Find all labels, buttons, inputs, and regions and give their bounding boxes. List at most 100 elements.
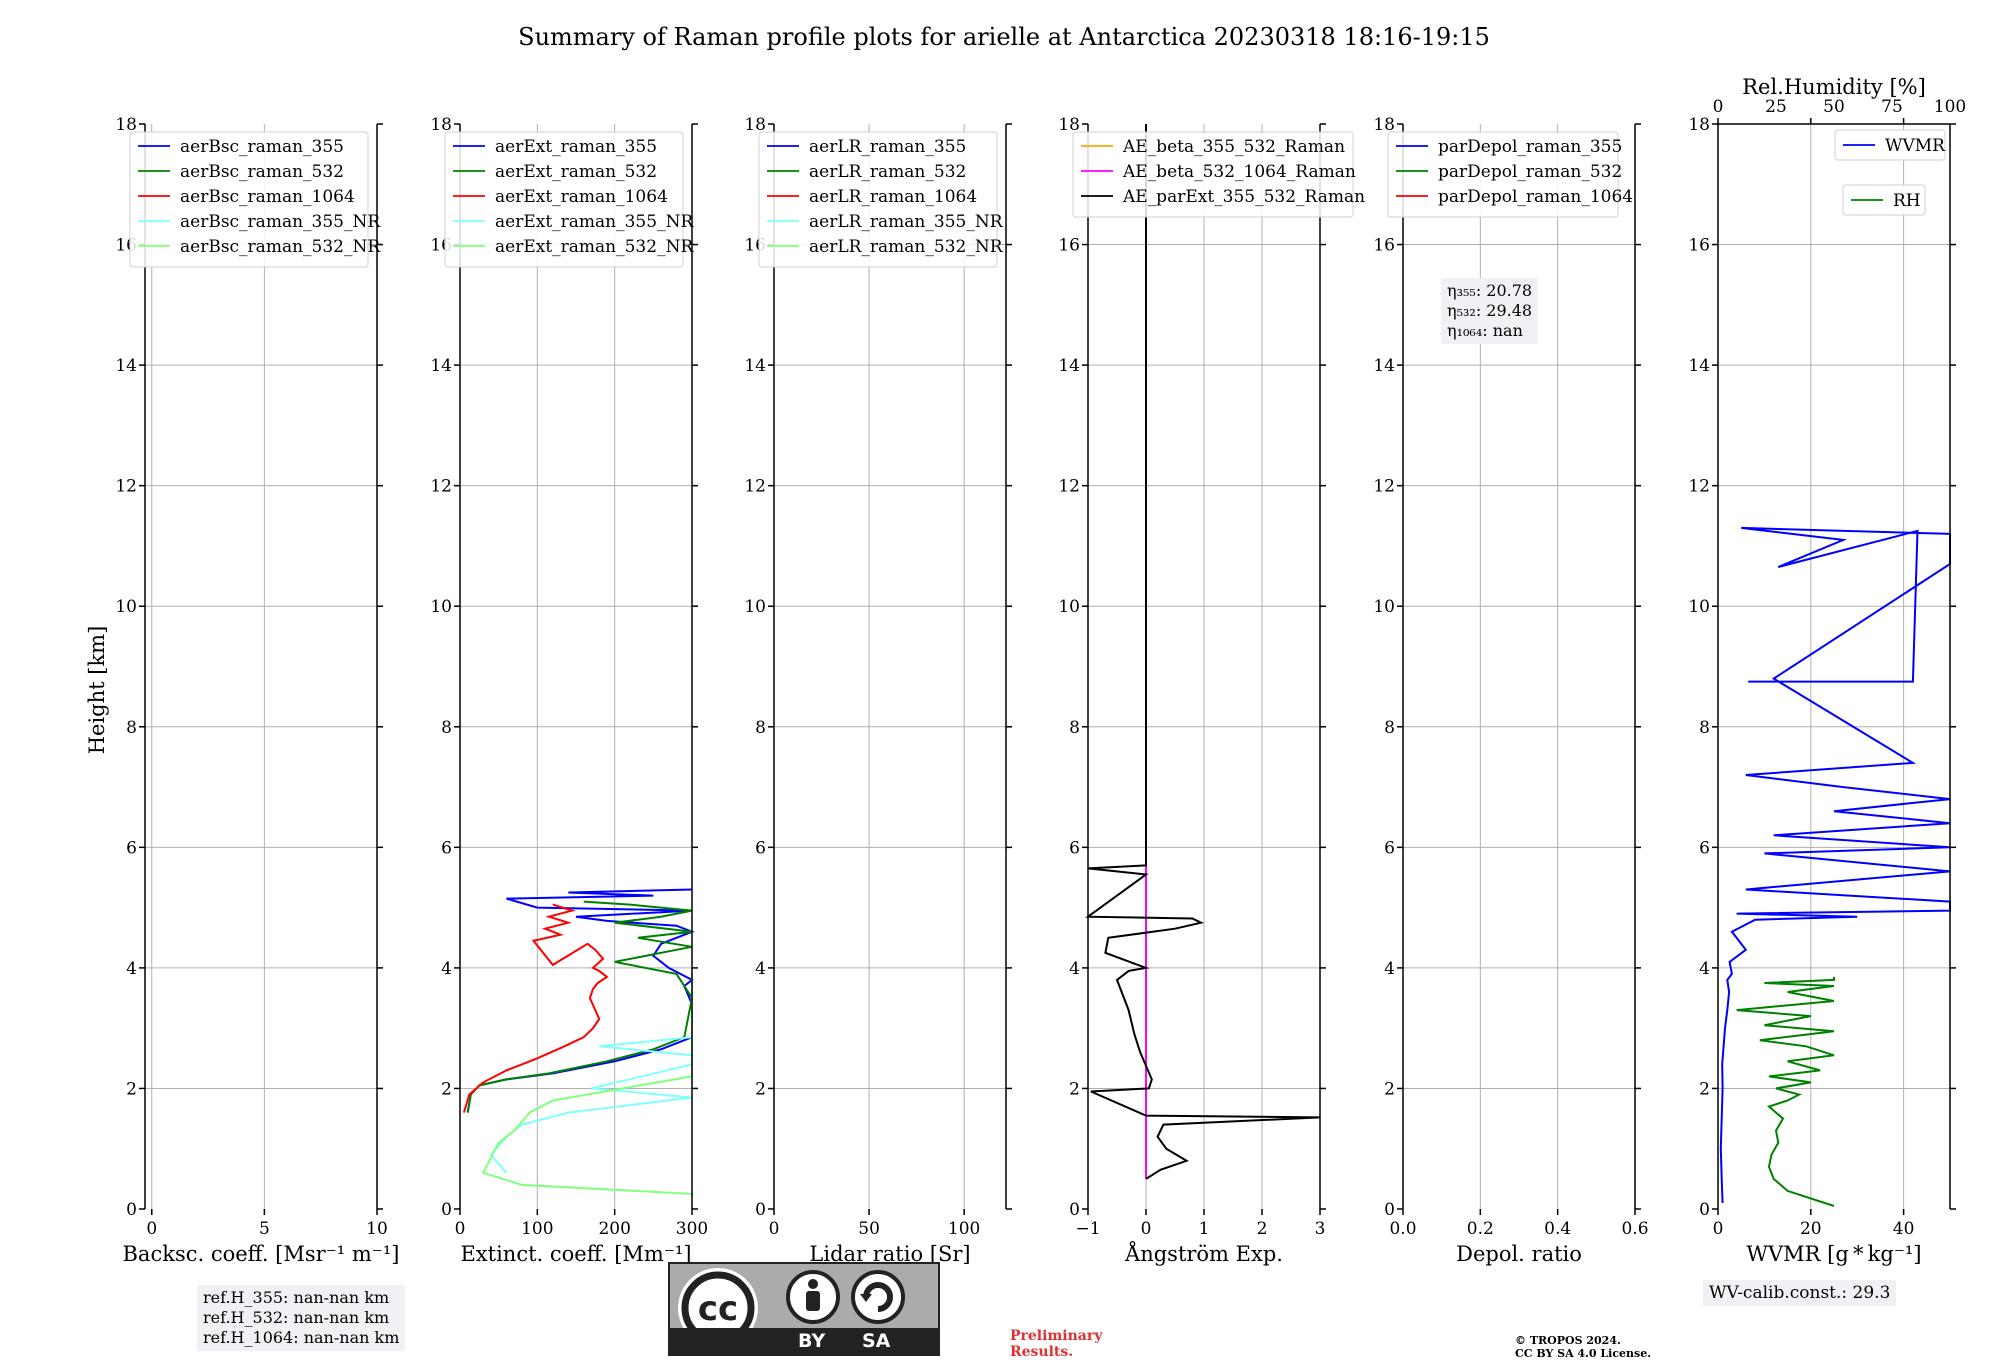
by-icon-head xyxy=(808,1279,818,1289)
preliminary-line1: Preliminary xyxy=(1010,1328,1103,1344)
ytick-label: 4 xyxy=(755,959,766,979)
copyright-note: © TROPOS 2024. CC BY SA 4.0 License. xyxy=(1515,1334,1651,1360)
xtick-label: 5 xyxy=(259,1219,270,1239)
xtick-label: 20 xyxy=(1800,1219,1822,1239)
series-aerExt_raman_532 xyxy=(466,900,694,1113)
cc-sa-text: SA xyxy=(862,1330,891,1352)
legend-box xyxy=(1834,129,1946,161)
refh-532: ref.H_532: nan-nan km xyxy=(203,1308,390,1327)
x2tick-label: 50 xyxy=(1823,97,1845,117)
ytick-label: 10 xyxy=(1373,597,1395,617)
ytick-label: 8 xyxy=(755,718,766,738)
ytick-label: 10 xyxy=(1688,597,1710,617)
legend-label: aerLR_raman_532_NR xyxy=(809,237,1004,257)
ytick-label: 2 xyxy=(1384,1079,1395,1099)
refh-355: ref.H_355: nan-nan km xyxy=(203,1288,390,1307)
ytick-label: 4 xyxy=(1384,959,1395,979)
ytick-label: 0 xyxy=(1069,1200,1080,1220)
ytick-label: 2 xyxy=(126,1079,137,1099)
figure-title: Summary of Raman profile plots for ariel… xyxy=(518,23,1490,51)
ytick-label: 8 xyxy=(126,718,137,738)
legend-label: AE_beta_355_532_Raman xyxy=(1122,137,1345,157)
series-RH xyxy=(1736,976,1835,1207)
ytick-label: 18 xyxy=(430,115,452,135)
copyright-line2: CC BY SA 4.0 License. xyxy=(1515,1347,1652,1360)
ytick-label: 4 xyxy=(441,959,452,979)
xtick-label: 0 xyxy=(1141,1219,1152,1239)
series-AE_parExt_355_532_Raman xyxy=(1084,124,1321,1180)
xtick-label: 100 xyxy=(948,1219,980,1239)
ytick-label: 4 xyxy=(1699,959,1710,979)
sa-icon-arrow xyxy=(860,1294,872,1302)
legend-label: aerExt_raman_355 xyxy=(495,137,657,157)
x-axis-label: Backsc. coeff. [Msr⁻¹ m⁻¹] xyxy=(123,1242,400,1266)
legend-label: aerLR_raman_355_NR xyxy=(809,212,1004,232)
ytick-label: 16 xyxy=(1373,236,1395,256)
ytick-label: 12 xyxy=(115,477,137,497)
xtick-label: 300 xyxy=(676,1219,708,1239)
by-icon-body xyxy=(806,1291,820,1311)
legend-label: aerExt_raman_532_NR xyxy=(495,237,694,257)
ytick-label: 12 xyxy=(1688,477,1710,497)
cc-badge-bar: BY SA xyxy=(670,1328,938,1354)
ytick-label: 10 xyxy=(744,597,766,617)
ytick-label: 14 xyxy=(115,356,137,376)
legend-label: aerBsc_raman_532 xyxy=(180,162,344,182)
legend-label: aerLR_raman_1064 xyxy=(809,187,977,207)
series-WVMR xyxy=(1719,526,1951,1204)
legend-label: aerLR_raman_355 xyxy=(809,137,966,157)
ytick-label: 8 xyxy=(1384,718,1395,738)
series-aerExt_raman_355 xyxy=(466,888,695,1113)
ytick-label: 12 xyxy=(430,477,452,497)
ytick-label: 2 xyxy=(1699,1079,1710,1099)
eta-355: η₃₅₅: 20.78 xyxy=(1447,281,1533,300)
legend-label: aerBsc_raman_1064 xyxy=(180,187,355,207)
ytick-label: 12 xyxy=(1373,477,1395,497)
legend-box xyxy=(1842,184,1926,216)
ytick-label: 6 xyxy=(1069,838,1080,858)
xtick-label: 0 xyxy=(1713,1219,1724,1239)
sa-icon-arc xyxy=(863,1282,893,1312)
ytick-label: 6 xyxy=(126,838,137,858)
legend-label: WVMR xyxy=(1885,136,1946,156)
series-aerExt_raman_532_NR xyxy=(481,976,693,1197)
legend-label: AE_parExt_355_532_Raman xyxy=(1122,187,1365,207)
ytick-label: 2 xyxy=(441,1079,452,1099)
wv-calib-box: WV-calib.const.: 29.3 xyxy=(1703,1280,1897,1306)
xtick-label: 0.0 xyxy=(1389,1219,1416,1239)
panel-depol: 0 2 4 6 8 10 12 14 16 18 0.0 0.2 0.4 0.6 Depol. ratio p… xyxy=(1373,115,1648,1266)
xtick-label: 0.4 xyxy=(1544,1219,1571,1239)
preliminary-note: Preliminary Results. xyxy=(1010,1328,1102,1360)
ytick-label: 14 xyxy=(744,356,766,376)
legend-label: parDepol_raman_355 xyxy=(1438,137,1622,157)
ytick-label: 8 xyxy=(1069,718,1080,738)
legend-box xyxy=(1072,131,1354,218)
legend-label: aerBsc_raman_532_NR xyxy=(180,237,381,257)
copyright-line1: © TROPOS 2024. xyxy=(1515,1334,1621,1347)
ytick-label: 18 xyxy=(115,115,137,135)
ytick-label: 6 xyxy=(1699,838,1710,858)
xtick-label: 3 xyxy=(1315,1219,1326,1239)
refh-1064: ref.H_1064: nan-nan km xyxy=(203,1328,400,1347)
ytick-label: 0 xyxy=(126,1200,137,1220)
xtick-label: −1 xyxy=(1075,1219,1100,1239)
ytick-label: 10 xyxy=(1058,597,1080,617)
legend-label: aerExt_raman_532 xyxy=(495,162,657,182)
xtick-label: 200 xyxy=(598,1219,630,1239)
ytick-label: 0 xyxy=(1384,1200,1395,1220)
ytick-label: 16 xyxy=(1058,236,1080,256)
x2tick-label: 0 xyxy=(1713,97,1724,117)
legend-label: aerBsc_raman_355 xyxy=(180,137,344,157)
ytick-label: 14 xyxy=(1058,356,1080,376)
eta-box: η₃₅₅: 20.78 η₅₃₂: 29.48 η₁₀₆₄: nan xyxy=(1441,278,1539,344)
legend-label: parDepol_raman_532 xyxy=(1438,162,1622,182)
legend-box xyxy=(129,131,369,268)
ytick-label: 12 xyxy=(1058,477,1080,497)
legend-label: RH xyxy=(1893,191,1921,211)
ytick-label: 8 xyxy=(441,718,452,738)
eta-532: η₅₃₂: 29.48 xyxy=(1447,301,1533,320)
xtick-label: 100 xyxy=(521,1219,553,1239)
xtick-label: 0 xyxy=(146,1219,157,1239)
